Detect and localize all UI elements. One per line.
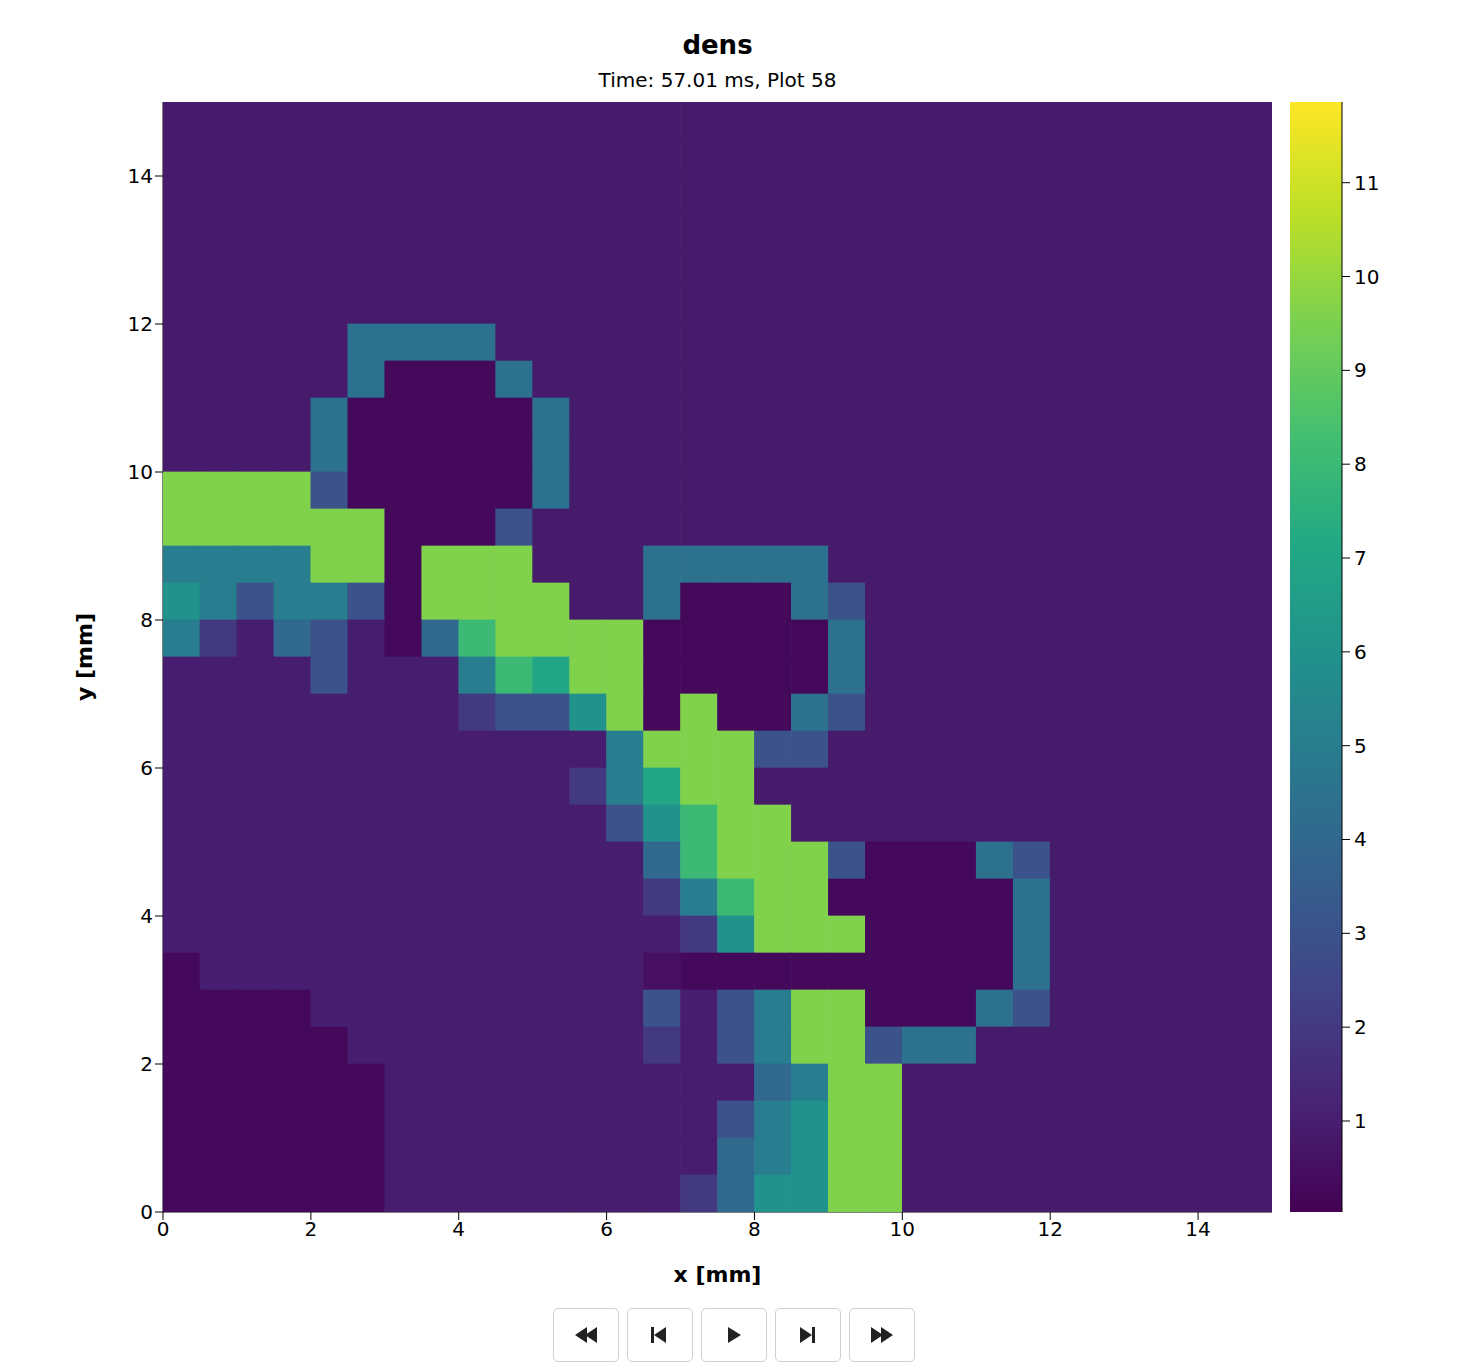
svg-text:7: 7: [1354, 546, 1367, 570]
svg-text:8: 8: [1354, 452, 1367, 476]
html-text:dens: dens: [682, 30, 753, 60]
svg-text:0: 0: [140, 1200, 153, 1224]
svg-text:14: 14: [128, 164, 153, 188]
svg-text:8: 8: [140, 608, 153, 632]
svg-text:10: 10: [890, 1217, 915, 1241]
svg-text:10: 10: [1354, 265, 1379, 289]
svg-text:6: 6: [600, 1217, 613, 1241]
svg-text:8: 8: [748, 1217, 761, 1241]
svg-text:10: 10: [128, 460, 153, 484]
svg-text:4: 4: [1354, 827, 1367, 851]
svg-text:0: 0: [157, 1217, 170, 1241]
svg-text:2: 2: [304, 1217, 317, 1241]
svg-text:4: 4: [452, 1217, 465, 1241]
svg-text:6: 6: [140, 756, 153, 780]
html-text:x [mm]: x [mm]: [673, 1262, 762, 1287]
svg-text:4: 4: [140, 904, 153, 928]
svg-text:14: 14: [1185, 1217, 1210, 1241]
svg-text:3: 3: [1354, 921, 1367, 945]
svg-text:6: 6: [1354, 640, 1367, 664]
svg-text:2: 2: [1354, 1015, 1367, 1039]
svg-text:9: 9: [1354, 358, 1367, 382]
svg-text:12: 12: [1037, 1217, 1062, 1241]
html-text:y [mm]: y [mm]: [72, 613, 97, 701]
svg-text:2: 2: [140, 1052, 153, 1076]
svg-text:5: 5: [1354, 734, 1367, 758]
html-text:Time: 57.01 ms, Plot 58: Time: 57.01 ms, Plot 58: [598, 68, 837, 92]
svg-text:11: 11: [1354, 171, 1379, 195]
svg-text:12: 12: [128, 312, 153, 336]
svg-text:1: 1: [1354, 1109, 1367, 1133]
